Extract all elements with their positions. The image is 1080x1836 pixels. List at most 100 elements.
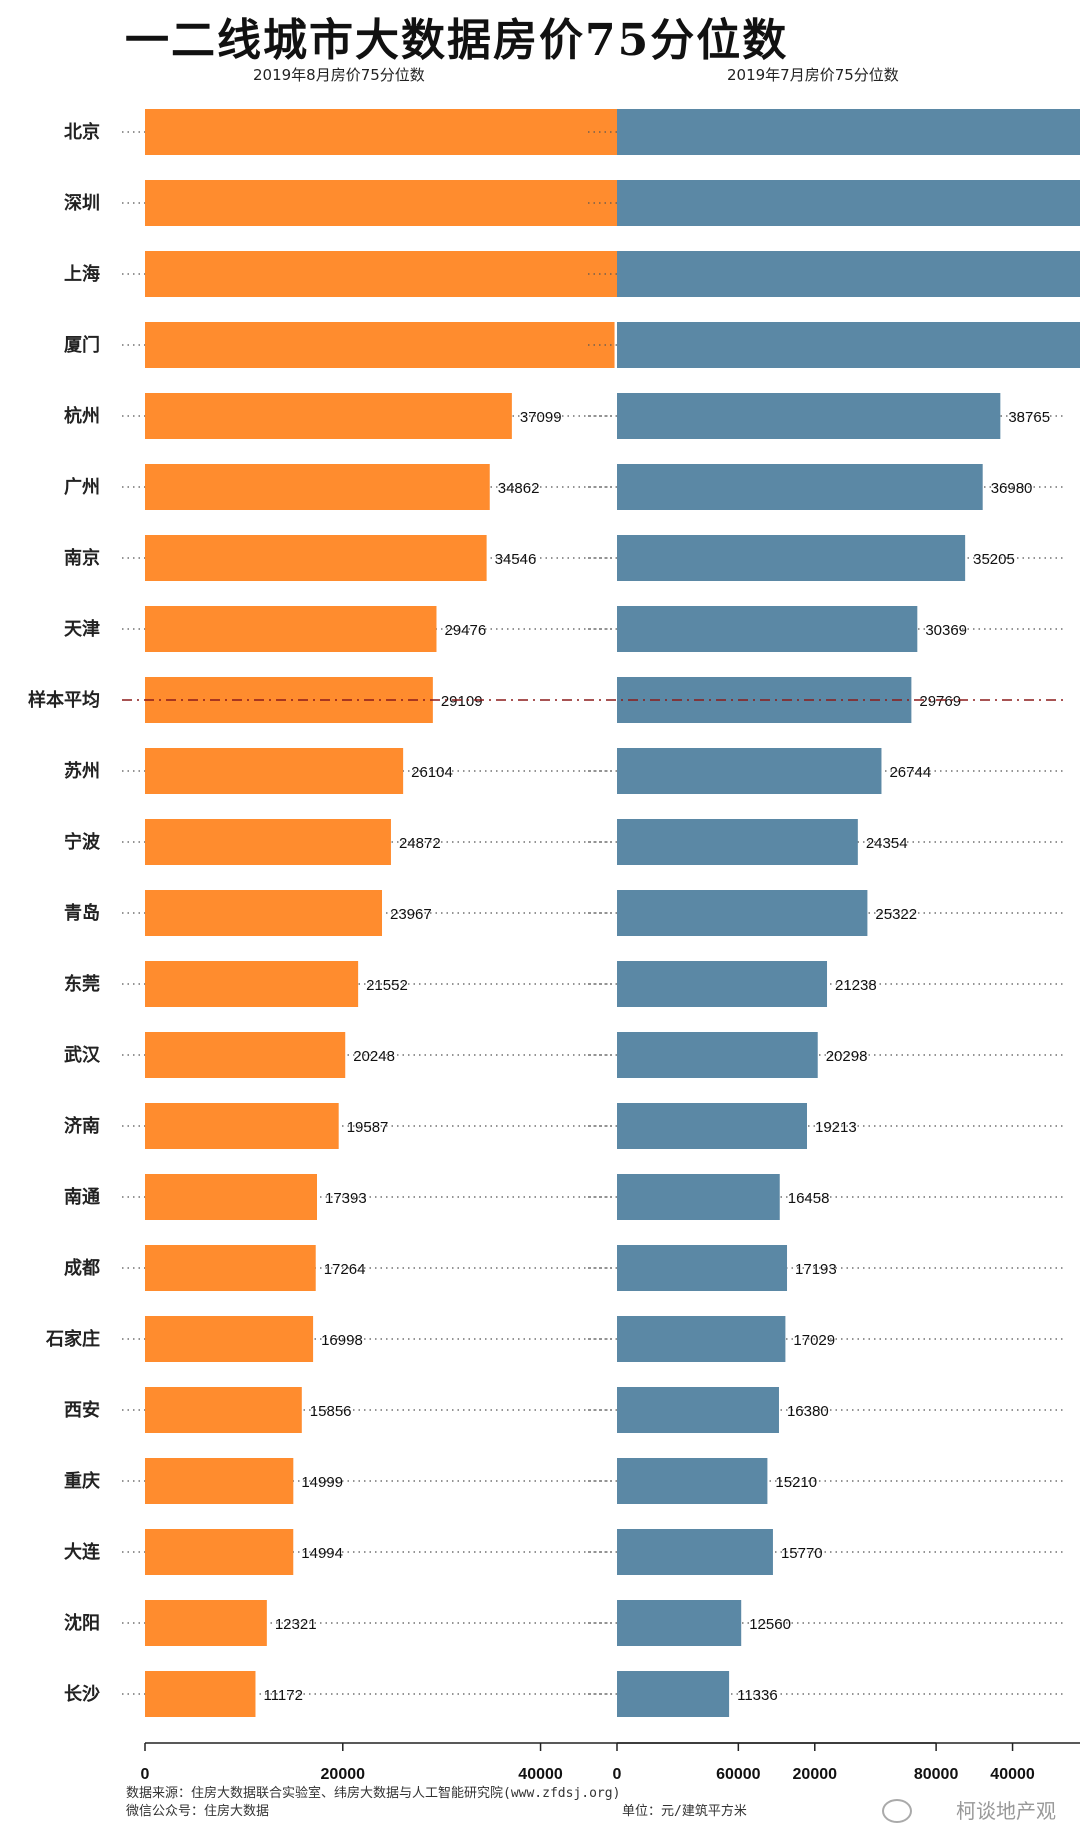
bar [145,1316,314,1362]
value-label: 26744 [889,764,931,781]
bar [145,1600,267,1646]
value-label: 38765 [1008,409,1050,426]
value-label: 17264 [324,1261,366,1278]
category-label: 济南 [64,1115,100,1137]
bar [145,1174,317,1220]
bar [617,1174,780,1220]
bar [617,1600,742,1646]
bar [617,393,1001,439]
value-label: 25322 [875,906,917,923]
category-label: 北京 [64,121,100,143]
bar [617,1245,788,1291]
bar [617,961,828,1007]
bar [145,1458,294,1504]
bar [145,1032,346,1078]
bar [145,961,359,1007]
value-label: 17393 [325,1190,367,1207]
bar [145,464,490,510]
bar [145,1245,316,1291]
value-label: 15210 [775,1474,817,1491]
category-label: 武汉 [64,1045,101,1066]
value-label: 34546 [495,551,537,568]
bar [617,606,918,652]
value-label: 15770 [781,1545,823,1562]
bar [617,251,1080,297]
category-label: 青岛 [64,902,100,924]
value-label: 11336 [737,1687,778,1704]
value-label: 30369 [925,622,967,639]
panel-title-august: 2019年8月房价75分位数 [253,66,425,84]
value-label: 16998 [321,1332,363,1349]
category-label: 广州 [64,476,100,498]
category-label: 天津 [64,618,100,640]
bar [617,109,1080,155]
value-label: 12560 [749,1616,791,1633]
x-tick-label: 40000 [990,1766,1035,1783]
bar [617,819,858,865]
value-label: 16380 [787,1403,829,1420]
bar [145,1529,294,1575]
bar [617,1316,786,1362]
category-label: 宁波 [64,831,101,853]
x-tick-label: 60000 [716,1766,761,1783]
category-label: 成都 [64,1257,100,1279]
bar [617,1103,807,1149]
value-label: 17029 [793,1332,835,1349]
source-note: 数据来源：住房大数据联合实验室、纬房大数据与人工智能研究院(www.zfdsj.… [126,1786,621,1801]
value-label: 24872 [399,835,441,852]
value-label: 12321 [275,1616,317,1633]
wechat-note: 微信公众号：住房大数据 [126,1804,270,1819]
bar [617,322,1080,368]
value-label: 23967 [390,906,432,923]
bar [145,890,383,936]
value-label: 20298 [826,1048,868,1065]
wechat-icon [882,1799,912,1823]
value-label: 19213 [815,1119,857,1136]
value-label: 34862 [498,480,540,497]
category-label: 东莞 [64,973,100,995]
value-label: 14994 [301,1545,343,1562]
bar [617,464,983,510]
x-tick-label: 40000 [518,1766,563,1783]
value-label: 11172 [263,1687,303,1704]
value-label: 29476 [444,622,486,639]
value-label: 20248 [353,1048,395,1065]
category-label: 上海 [64,263,100,285]
bar [145,535,487,581]
value-label: 35205 [973,551,1015,568]
bar [617,1529,773,1575]
panel-title-july: 2019年7月房价75分位数 [727,66,899,84]
category-label: 厦门 [64,334,100,356]
x-tick-label: 20000 [321,1766,366,1783]
watermark: 柯谈地产观 [956,1799,1056,1823]
value-label: 21238 [835,977,877,994]
bar [145,1103,339,1149]
bar [145,819,391,865]
bar [145,1671,256,1717]
unit-note: 单位：元/建筑平方米 [622,1804,747,1819]
bar [617,890,868,936]
bar [145,322,615,368]
category-label: 南京 [64,547,100,569]
value-label: 16458 [788,1190,830,1207]
value-label: 15856 [310,1403,352,1420]
category-label: 苏州 [64,760,100,782]
bar [617,748,882,794]
category-label: 南通 [64,1186,100,1208]
category-label: 沈阳 [64,1612,100,1634]
value-label: 29109 [441,693,483,710]
value-label: 29769 [919,693,961,710]
x-tick-label: 20000 [793,1766,838,1783]
bar [145,748,404,794]
value-label: 36980 [991,480,1033,497]
category-label: 重庆 [64,1470,100,1492]
bar [617,180,1080,226]
category-label: 石家庄 [45,1328,100,1350]
value-label: 21552 [366,977,408,994]
category-label: 杭州 [64,405,100,427]
bar [145,606,437,652]
value-label: 24354 [866,835,908,852]
bar [145,393,512,439]
category-label: 长沙 [64,1684,100,1705]
